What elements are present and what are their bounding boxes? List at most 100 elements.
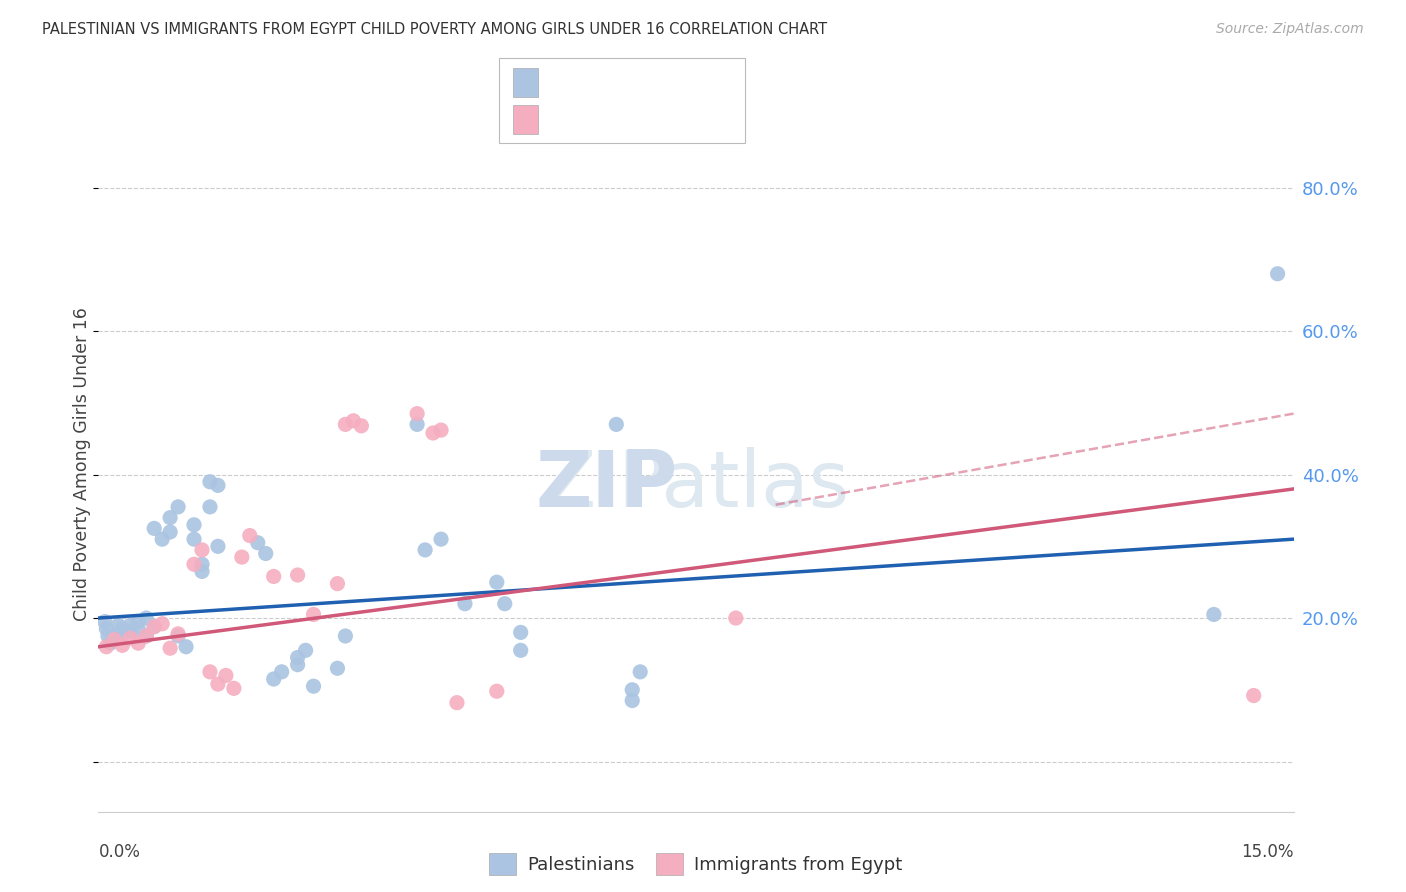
Point: [120, 624, 142, 638]
Point: [198, 500, 221, 514]
Point: [287, 650, 309, 665]
Point: [605, 417, 627, 432]
Point: [446, 696, 468, 710]
Point: [342, 414, 364, 428]
Point: [143, 620, 166, 634]
Text: ZIP: ZIP: [536, 447, 678, 523]
Point: [127, 636, 149, 650]
Point: [103, 629, 125, 643]
Point: [167, 500, 190, 514]
Point: [222, 681, 245, 696]
Point: [406, 407, 429, 421]
Point: [231, 550, 253, 565]
Point: [183, 517, 205, 532]
Point: [100, 636, 122, 650]
Point: [183, 532, 205, 546]
Point: [191, 565, 214, 579]
Text: ZIPatlas: ZIPatlas: [543, 447, 849, 523]
Text: 0.409: 0.409: [592, 111, 651, 129]
Point: [198, 475, 221, 489]
Point: [150, 532, 173, 546]
Point: [350, 418, 373, 433]
Point: [326, 576, 349, 591]
Legend: Palestinians, Immigrants from Egypt: Palestinians, Immigrants from Egypt: [482, 847, 910, 883]
Point: [485, 684, 508, 698]
Point: [103, 632, 125, 647]
Point: [430, 532, 453, 546]
Text: 0.136: 0.136: [592, 72, 651, 91]
Text: N =: N =: [652, 72, 706, 91]
Text: 54: 54: [703, 72, 727, 91]
Point: [207, 677, 229, 691]
Text: 32: 32: [703, 111, 727, 129]
Point: [215, 668, 238, 682]
Text: 0.0%: 0.0%: [98, 843, 141, 861]
Y-axis label: Child Poverty Among Girls Under 16: Child Poverty Among Girls Under 16: [73, 307, 91, 621]
Point: [326, 661, 349, 675]
Text: R =: R =: [550, 72, 591, 91]
Text: R =: R =: [550, 111, 591, 129]
Point: [191, 558, 214, 572]
Point: [94, 615, 117, 629]
Point: [335, 417, 357, 432]
Text: 15.0%: 15.0%: [1241, 843, 1294, 861]
Point: [287, 657, 309, 672]
Point: [135, 629, 157, 643]
Point: [103, 632, 125, 647]
Point: [207, 539, 229, 553]
Point: [97, 629, 120, 643]
Point: [509, 625, 531, 640]
Point: [96, 640, 118, 654]
Point: [413, 542, 436, 557]
Point: [159, 524, 181, 539]
Point: [263, 672, 285, 686]
Point: [167, 629, 190, 643]
Point: [207, 478, 229, 492]
Point: [454, 597, 477, 611]
Point: [302, 607, 325, 622]
Point: [246, 535, 269, 549]
Point: [135, 611, 157, 625]
Point: [1267, 267, 1289, 281]
Point: [127, 622, 149, 636]
Point: [159, 510, 181, 524]
Text: N =: N =: [652, 111, 706, 129]
Point: [143, 521, 166, 535]
Point: [183, 558, 205, 572]
Point: [422, 425, 444, 440]
Point: [254, 547, 277, 561]
Point: [111, 638, 134, 652]
Point: [107, 618, 129, 632]
Point: [270, 665, 292, 679]
Point: [628, 665, 651, 679]
Point: [191, 542, 214, 557]
Point: [127, 615, 149, 629]
Point: [150, 616, 173, 631]
Point: [120, 618, 142, 632]
Point: [174, 640, 197, 654]
Point: [135, 629, 157, 643]
Point: [198, 665, 221, 679]
Point: [302, 679, 325, 693]
Point: [143, 620, 166, 634]
Point: [1243, 689, 1265, 703]
Point: [294, 643, 316, 657]
Point: [111, 622, 134, 636]
Point: [159, 641, 181, 656]
Point: [167, 627, 190, 641]
Point: [509, 643, 531, 657]
Point: [621, 682, 644, 697]
Point: [111, 627, 134, 641]
Point: [239, 528, 262, 542]
Text: Source: ZipAtlas.com: Source: ZipAtlas.com: [1216, 22, 1364, 37]
Point: [724, 611, 747, 625]
Point: [96, 622, 118, 636]
Point: [335, 629, 357, 643]
Point: [120, 631, 142, 645]
Text: PALESTINIAN VS IMMIGRANTS FROM EGYPT CHILD POVERTY AMONG GIRLS UNDER 16 CORRELAT: PALESTINIAN VS IMMIGRANTS FROM EGYPT CHI…: [42, 22, 827, 37]
Point: [430, 423, 453, 437]
Point: [494, 597, 516, 611]
Point: [1202, 607, 1225, 622]
Point: [287, 568, 309, 582]
Point: [263, 569, 285, 583]
